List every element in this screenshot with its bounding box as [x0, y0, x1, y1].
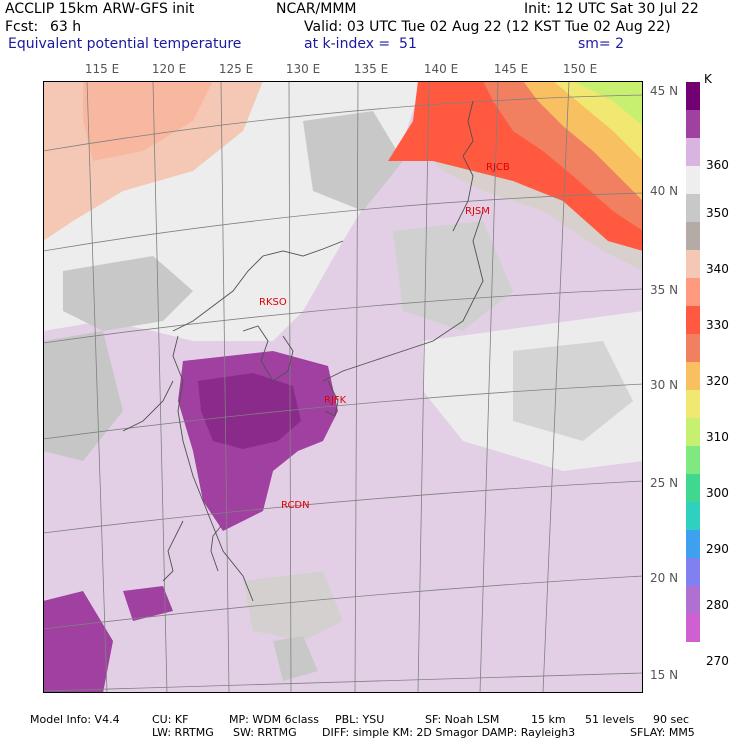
- field-region-purple-sw2: [123, 586, 173, 621]
- colorbar-label-310: 310: [706, 430, 729, 444]
- map-frame: [43, 81, 643, 693]
- colorbar-swatch: [686, 502, 700, 530]
- station-rjsm: RJSM: [465, 206, 490, 217]
- lon-label-145: 145 E: [493, 62, 529, 76]
- field-region-salmon-dark: [83, 81, 213, 161]
- colorbar-swatch: [686, 474, 700, 502]
- colorbar-swatch: [686, 530, 700, 558]
- station-rcdn: RCDN: [281, 500, 310, 511]
- field-region-grey-b: [303, 111, 403, 211]
- colorbar-swatch: [686, 446, 700, 474]
- valid-time: Valid: 03 UTC Tue 02 Aug 22 (12 KST Tue …: [304, 19, 671, 35]
- model-title: ACCLIP 15km ARW-GFS init: [5, 1, 195, 17]
- footer-model-info: Model Info: V4.4: [30, 713, 120, 726]
- colorbar-swatch: [686, 250, 700, 278]
- colorbar-label-340: 340: [706, 262, 729, 276]
- footer-mp: MP: WDM 6class: [229, 713, 319, 726]
- field-region-grey-south2: [273, 636, 318, 681]
- center-label: NCAR/MMM: [276, 1, 357, 17]
- lon-label-125: 125 E: [218, 62, 254, 76]
- colorbar-unit: K: [704, 72, 712, 86]
- lat-label-35: 35 N: [650, 283, 679, 297]
- colorbar-label-360: 360: [706, 158, 729, 172]
- lon-label-135: 135 E: [353, 62, 389, 76]
- field-region-purple-sw: [43, 591, 113, 693]
- lat-label-40: 40 N: [650, 184, 679, 198]
- colorbar-swatch: [686, 334, 700, 362]
- lat-label-45: 45 N: [650, 84, 679, 98]
- station-rjfk: RJFK: [324, 395, 347, 406]
- lon-label-150: 150 E: [562, 62, 598, 76]
- station-rjcb: RJCB: [486, 162, 510, 173]
- colorbar-label-270: 270: [706, 654, 729, 668]
- colorbar-swatch: [686, 558, 700, 586]
- lon-label-115: 115 E: [84, 62, 120, 76]
- fcst-label: Fcst:: [5, 19, 39, 35]
- field-region-grey-e: [43, 331, 123, 461]
- colorbar-swatch: [686, 278, 700, 306]
- colorbar-label-290: 290: [706, 542, 729, 556]
- smoothing-info: sm= 2: [578, 36, 625, 52]
- field-region-grey-c: [393, 221, 513, 331]
- colorbar-swatch: [686, 138, 700, 166]
- colorbar-swatch: [686, 306, 700, 334]
- colorbar-label-330: 330: [706, 318, 729, 332]
- colorbar-swatch: [686, 586, 700, 614]
- colorbar-swatch: [686, 110, 700, 138]
- colorbar-label-300: 300: [706, 486, 729, 500]
- field-region-grey-a: [63, 256, 193, 331]
- colorbar-swatch: [686, 222, 700, 250]
- stations: RJCB RJSM RKSO RJFK RCDN: [259, 162, 510, 511]
- lon-label-120: 120 E: [151, 62, 187, 76]
- fcst-value: 63 h: [50, 19, 82, 35]
- field-region-purple-dark: [198, 373, 301, 449]
- footer-dt: 90 sec: [653, 713, 690, 726]
- footer-sw: SW: RRTMG: [233, 726, 297, 739]
- colorbar-swatch: [686, 166, 700, 194]
- footer-sflay: SFLAY: MM5: [630, 726, 695, 739]
- colorbar-swatch: [686, 390, 700, 418]
- colorbar-swatch: [686, 614, 700, 642]
- footer-levels: 51 levels: [585, 713, 635, 726]
- field-region-green: [573, 81, 643, 126]
- lat-label-15: 15 N: [650, 668, 679, 682]
- lat-label-20: 20 N: [650, 571, 679, 585]
- colorbar-swatch: [686, 194, 700, 222]
- footer-pbl: PBL: YSU: [335, 713, 385, 726]
- footer-cu: CU: KF: [152, 713, 189, 726]
- coastlines: [122, 100, 484, 602]
- level-info: at k-index = 51: [304, 36, 417, 52]
- colorbar-label-350: 350: [706, 206, 729, 220]
- lat-label-25: 25 N: [650, 476, 679, 490]
- lat-label-30: 30 N: [650, 378, 679, 392]
- footer-diff: DIFF: simple KM: 2D Smagor DAMP: Rayleig…: [322, 726, 576, 739]
- init-time: Init: 12 UTC Sat 30 Jul 22: [524, 1, 699, 17]
- theta-e-map: RJCB RJSM RKSO RJFK RCDN: [43, 81, 643, 693]
- footer-sf: SF: Noah LSM: [425, 713, 500, 726]
- footer-res: 15 km: [531, 713, 566, 726]
- colorbar-swatch: [686, 418, 700, 446]
- colorbar-label-280: 280: [706, 598, 729, 612]
- footer-lw: LW: RRTMG: [152, 726, 214, 739]
- field-region-grey-south: [243, 571, 343, 641]
- lon-label-130: 130 E: [285, 62, 321, 76]
- station-rkso: RKSO: [259, 297, 287, 308]
- colorbar-swatch: [686, 362, 700, 390]
- field-name: Equivalent potential temperature: [8, 36, 242, 52]
- field-region-grey-d: [513, 341, 633, 441]
- graticule: [43, 81, 643, 693]
- lon-label-140: 140 E: [423, 62, 459, 76]
- colorbar-swatch: [686, 82, 700, 110]
- colorbar-label-320: 320: [706, 374, 729, 388]
